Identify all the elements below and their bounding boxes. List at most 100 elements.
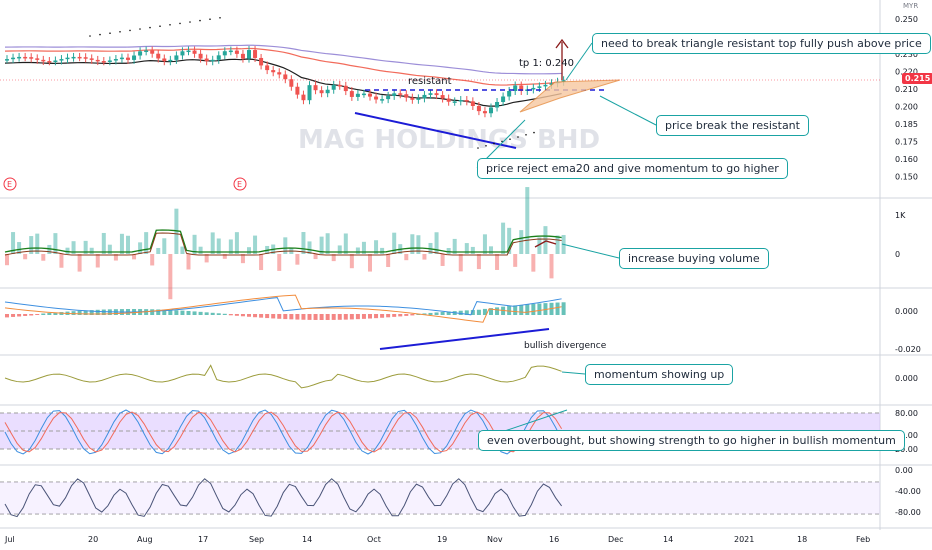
psar-dot: [139, 28, 141, 30]
x-axis-label: Feb: [856, 535, 870, 544]
candle-body: [361, 93, 366, 96]
volume-bar: [507, 227, 512, 254]
volume-bar: [452, 238, 457, 254]
macd-histogram: [222, 313, 227, 315]
candle-body: [17, 56, 22, 59]
macd-histogram: [537, 303, 542, 315]
candle-body: [549, 83, 554, 85]
macd-histogram: [174, 310, 179, 315]
volume-bar: [404, 254, 409, 261]
stoch-tick: 40.00: [895, 431, 918, 440]
candle-body: [65, 57, 70, 60]
macd-histogram: [150, 309, 155, 315]
candle-body: [168, 59, 173, 62]
x-axis-label: Oct: [367, 535, 381, 544]
macd-histogram: [380, 314, 385, 318]
volume-bar: [470, 246, 475, 254]
macd-histogram: [476, 309, 481, 315]
candle-body: [259, 57, 264, 66]
candle-body: [368, 93, 372, 97]
volume-bar: [180, 246, 185, 254]
macd-histogram: [95, 309, 100, 315]
divergence-label: bullish divergence: [524, 341, 607, 351]
volume-bar: [198, 246, 203, 254]
psar-dot: [149, 26, 151, 29]
candle-body: [307, 85, 312, 101]
volume-bar: [368, 254, 372, 272]
macd-histogram: [507, 306, 512, 315]
volume-bar: [162, 238, 167, 254]
candle-body: [240, 53, 245, 59]
candle-body: [198, 53, 203, 59]
triangle-pattern: [519, 79, 621, 113]
macd-line: [4, 297, 562, 316]
resistance-label: resistant: [408, 76, 452, 87]
candle-body: [495, 102, 500, 108]
macd-histogram: [355, 314, 360, 320]
annotation-connector: [599, 95, 657, 126]
candle-body: [162, 58, 167, 62]
macd-histogram: [458, 310, 463, 315]
macd-histogram: [186, 311, 191, 315]
psar-dot: [219, 17, 221, 19]
macd-histogram: [234, 314, 239, 316]
candle-body: [537, 86, 542, 88]
wr-band: [0, 482, 880, 514]
macd-histogram: [495, 307, 500, 315]
macd-histogram: [428, 312, 433, 315]
x-axis-label: 17: [198, 535, 208, 544]
stoch-tick: 20.00: [895, 445, 918, 454]
volume-bar: [95, 254, 100, 268]
candle-body: [144, 50, 149, 53]
macd-histogram: [204, 312, 209, 315]
psar-dot: [517, 136, 519, 138]
volume-bar: [71, 241, 76, 254]
annotation-connector: [561, 243, 620, 259]
volume-bar: [519, 230, 524, 254]
candle-body: [398, 93, 403, 95]
x-axis-label: Aug: [137, 535, 153, 544]
stoch-d-line: [4, 411, 563, 453]
volume-bar: [337, 245, 342, 254]
volume-bar: [77, 254, 82, 272]
volume-bar: [41, 254, 46, 261]
volume-bar: [247, 247, 251, 254]
macd-histogram: [434, 312, 439, 315]
macd-histogram: [283, 314, 288, 320]
price-tick-label: 0.150: [895, 173, 918, 182]
psar-dot: [533, 131, 535, 134]
candle-body: [301, 94, 306, 101]
volume-bar: [283, 237, 288, 254]
psar-dot: [199, 19, 201, 22]
macd-histogram: [271, 314, 276, 319]
x-axis-label: Nov: [487, 535, 503, 544]
macd-histogram: [531, 303, 536, 315]
volume-bar: [29, 236, 34, 254]
psar-dot: [159, 25, 161, 28]
macd-histogram: [386, 314, 391, 318]
candle-body: [289, 79, 294, 87]
psar-dot: [169, 24, 171, 26]
macd-histogram: [168, 309, 173, 315]
candle-body: [132, 55, 137, 60]
volume-bar: [138, 242, 143, 254]
volume-bar: [259, 254, 264, 271]
macd-histogram: [404, 314, 409, 316]
macd-histogram: [470, 310, 475, 315]
volume-bar: [192, 234, 197, 254]
candle-body: [543, 84, 548, 87]
candle-body: [374, 96, 379, 100]
x-axis-label: 19: [437, 535, 447, 544]
volume-tick: 1K: [895, 211, 906, 220]
volume-bar: [59, 254, 64, 268]
volume-bar: [434, 232, 439, 254]
candle-body: [464, 100, 469, 102]
candle-body: [476, 105, 481, 112]
x-axis-label: Jul: [4, 535, 15, 544]
macd-histogram: [374, 314, 379, 319]
volume-bar: [543, 226, 548, 254]
volume-bar: [101, 232, 106, 254]
candle-body: [434, 93, 439, 96]
volume-bar: [186, 254, 191, 270]
candle-body: [489, 107, 493, 114]
